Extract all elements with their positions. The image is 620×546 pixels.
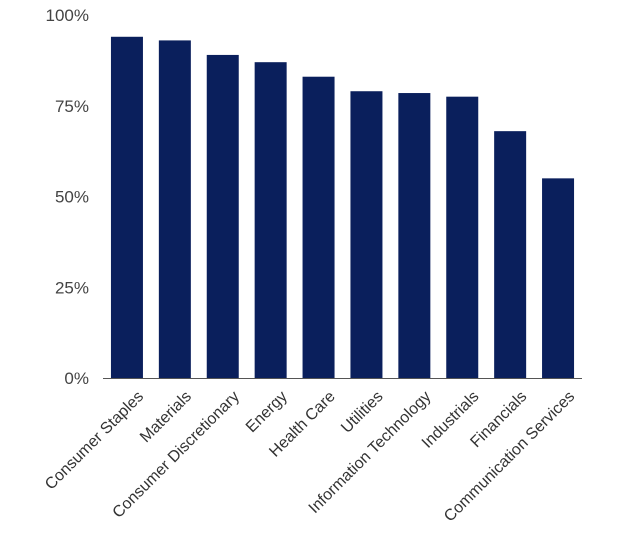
x-category-label: Utilities xyxy=(338,388,386,436)
y-axis: 0% 25% 50% 75% 100% xyxy=(46,6,89,388)
bar xyxy=(542,178,575,378)
bar xyxy=(350,91,383,378)
bar xyxy=(110,36,143,378)
y-tick-label: 100% xyxy=(46,6,89,25)
bar xyxy=(206,54,239,379)
bar xyxy=(302,76,335,379)
bar xyxy=(158,40,191,378)
bar xyxy=(494,131,527,378)
bar xyxy=(446,96,479,379)
x-category-label: Energy xyxy=(243,388,291,436)
y-tick-label: 50% xyxy=(55,188,89,207)
bars xyxy=(110,36,575,379)
y-tick-label: 0% xyxy=(64,369,89,388)
x-category-label: Consumer Staples xyxy=(42,388,147,493)
y-tick-label: 25% xyxy=(55,278,89,297)
y-tick-label: 75% xyxy=(55,97,89,116)
bar xyxy=(398,93,431,379)
bar xyxy=(254,62,287,378)
